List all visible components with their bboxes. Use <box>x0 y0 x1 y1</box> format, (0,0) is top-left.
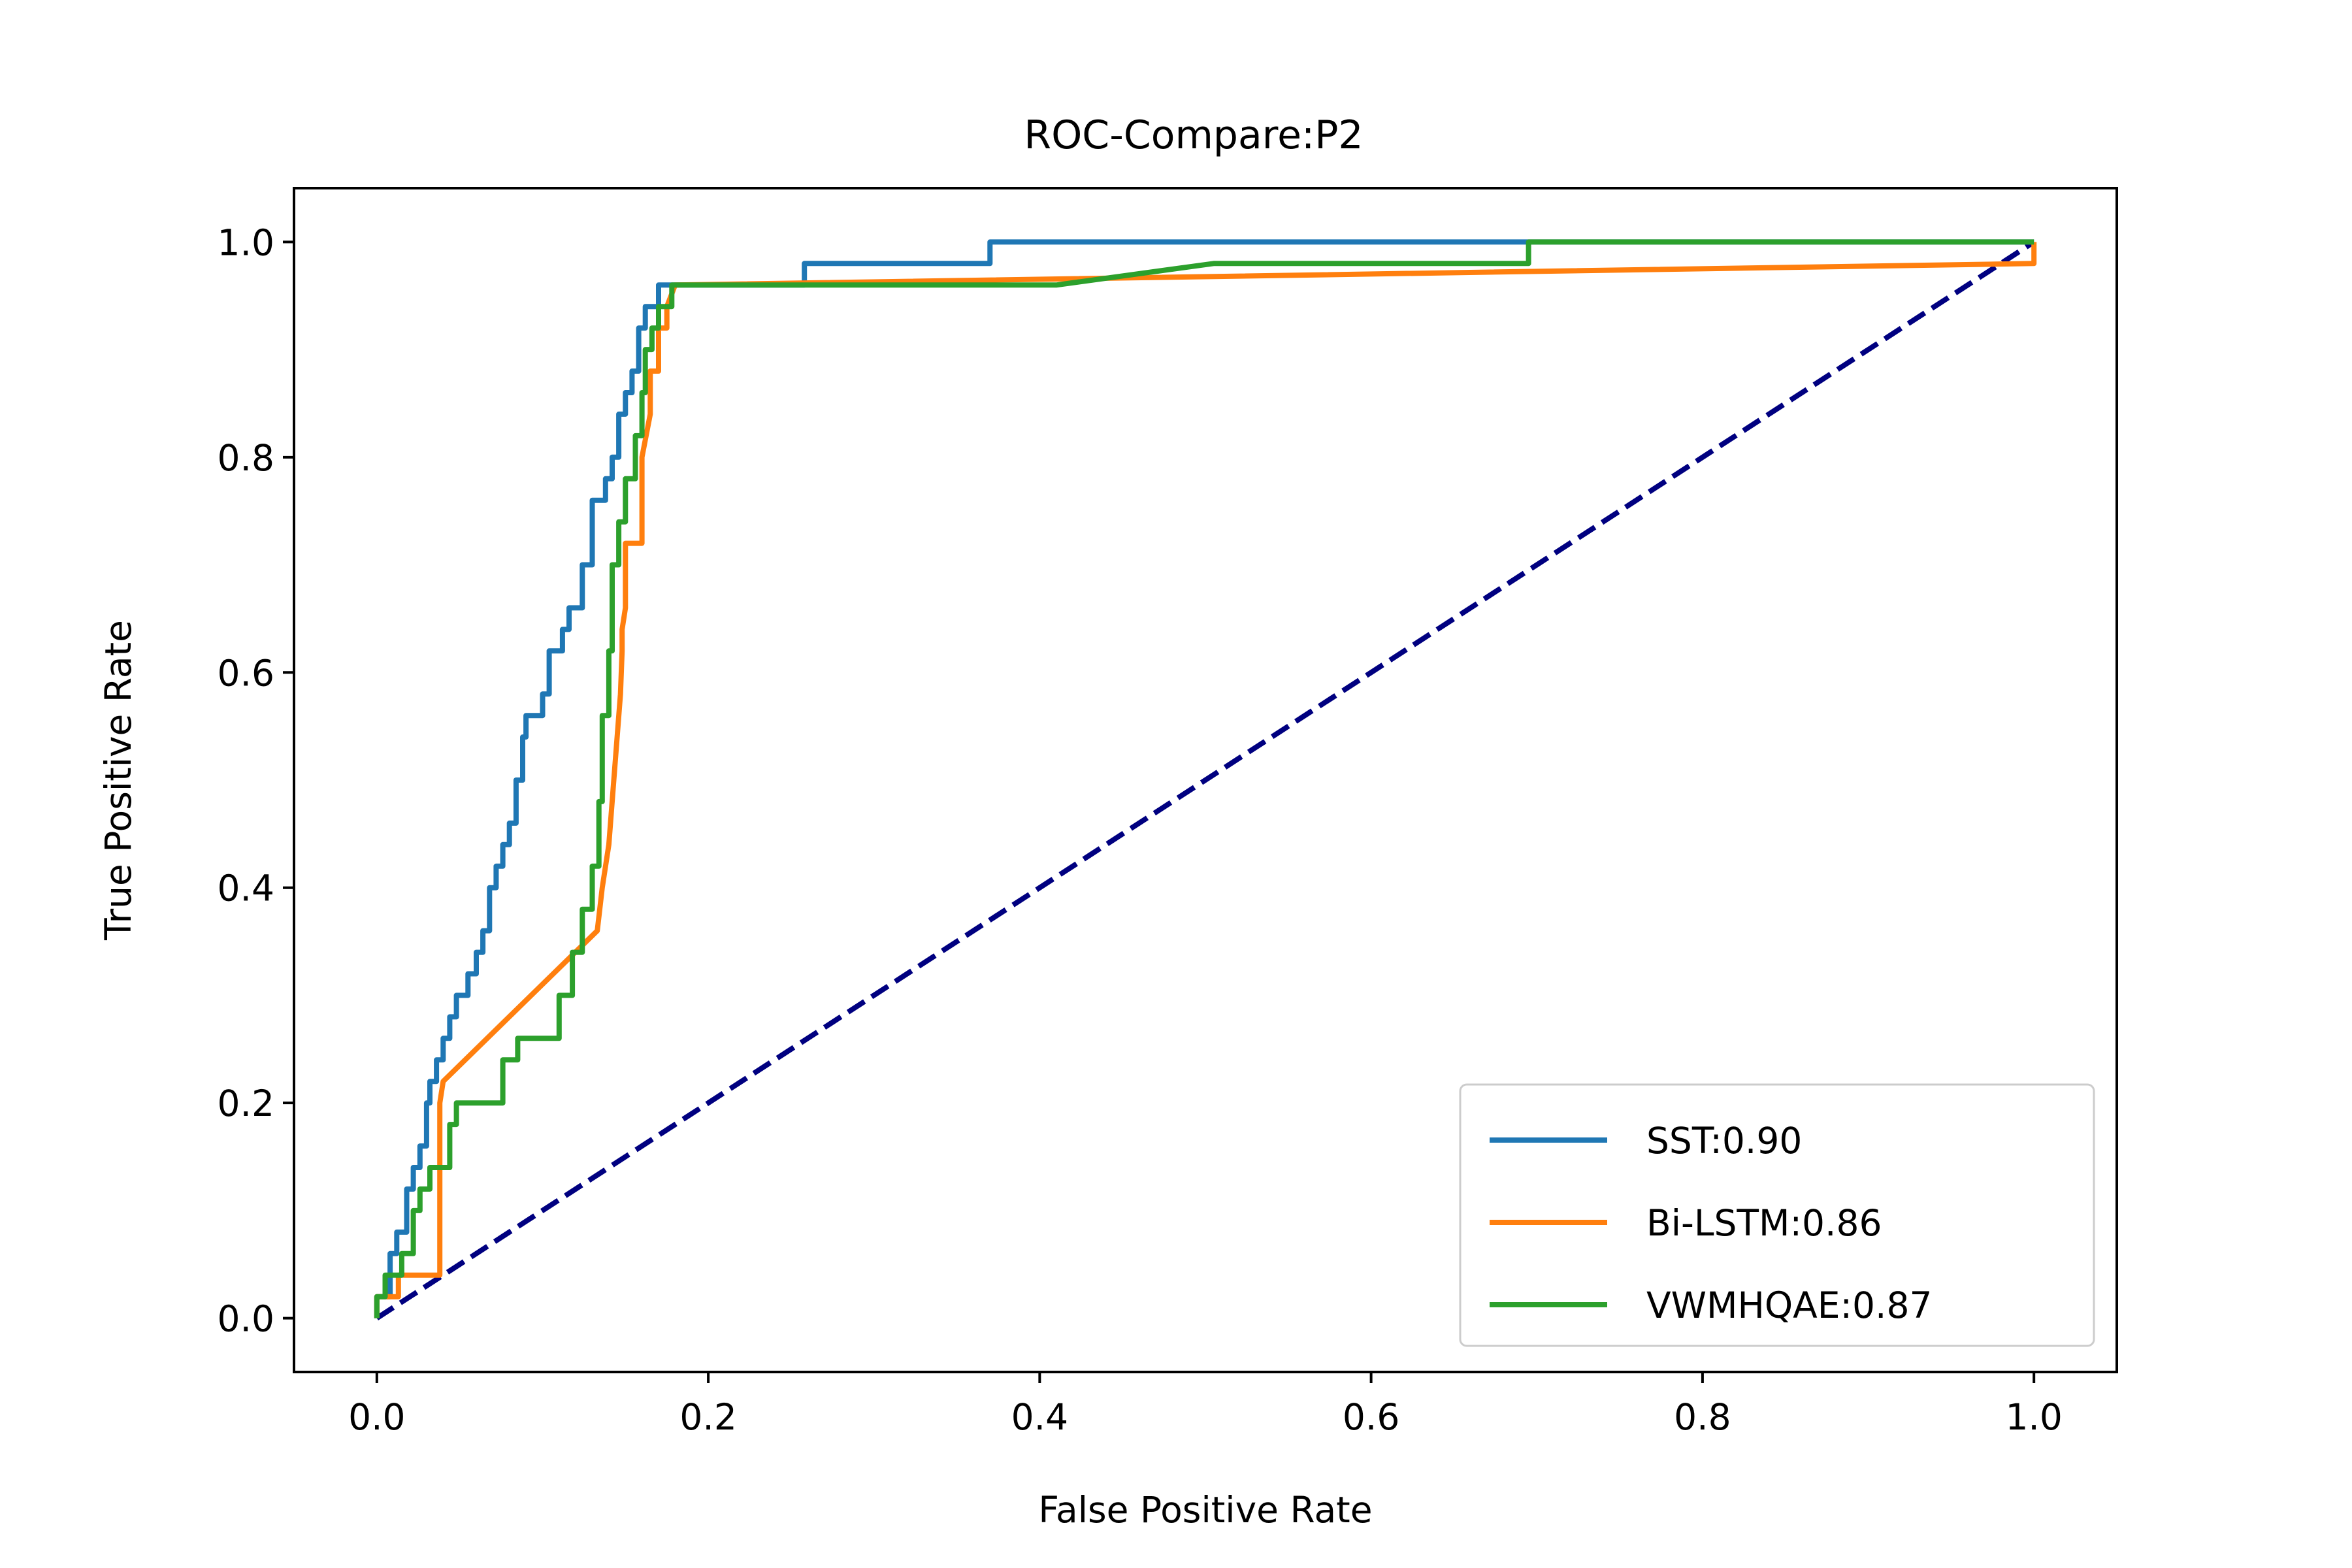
y-tick-label: 0.0 <box>218 1298 274 1340</box>
y-tick-label: 1.0 <box>218 221 274 263</box>
x-tick-label: 0.6 <box>1343 1396 1399 1438</box>
plot-frame <box>293 187 2118 1373</box>
x-tick-label: 0.2 <box>679 1396 736 1438</box>
plot-area <box>293 187 2118 1373</box>
x-tick-label: 1.0 <box>2005 1396 2062 1438</box>
chance-diagonal-line <box>375 240 2036 1320</box>
series-line-1 <box>374 242 2037 1318</box>
legend-label: SST:0.90 <box>1646 1120 1802 1162</box>
y-tick-label: 0.6 <box>218 652 274 694</box>
legend-frame <box>1459 1083 2095 1347</box>
legend-label: Bi-LSTM:0.86 <box>1646 1202 1882 1244</box>
legend: SST:0.90 Bi-LSTM:0.86 VWMHQAE:0.87 <box>1459 1083 2095 1347</box>
series-line-0 <box>374 239 2034 1318</box>
y-axis-label: True Positive Rate <box>97 620 139 941</box>
chart-title: ROC-Compare:P2 <box>1024 112 1363 158</box>
x-tick-label: 0.0 <box>348 1396 405 1438</box>
x-axis-label: False Positive Rate <box>1038 1489 1372 1531</box>
legend-label: VWMHQAE:0.87 <box>1646 1284 1932 1326</box>
x-tick-label: 0.4 <box>1011 1396 1068 1438</box>
y-axis-ticks: 0.0 0.2 0.4 0.6 0.8 1.0 <box>218 221 294 1340</box>
y-tick-label: 0.8 <box>218 437 274 479</box>
y-tick-label: 0.4 <box>218 868 274 909</box>
y-tick-label: 0.2 <box>218 1083 274 1124</box>
series-line-2 <box>374 239 2034 1318</box>
x-tick-label: 0.8 <box>1674 1396 1731 1438</box>
series-layer <box>374 239 2037 1320</box>
x-axis-ticks: 0.0 0.2 0.4 0.6 0.8 1.0 <box>348 1372 2063 1438</box>
